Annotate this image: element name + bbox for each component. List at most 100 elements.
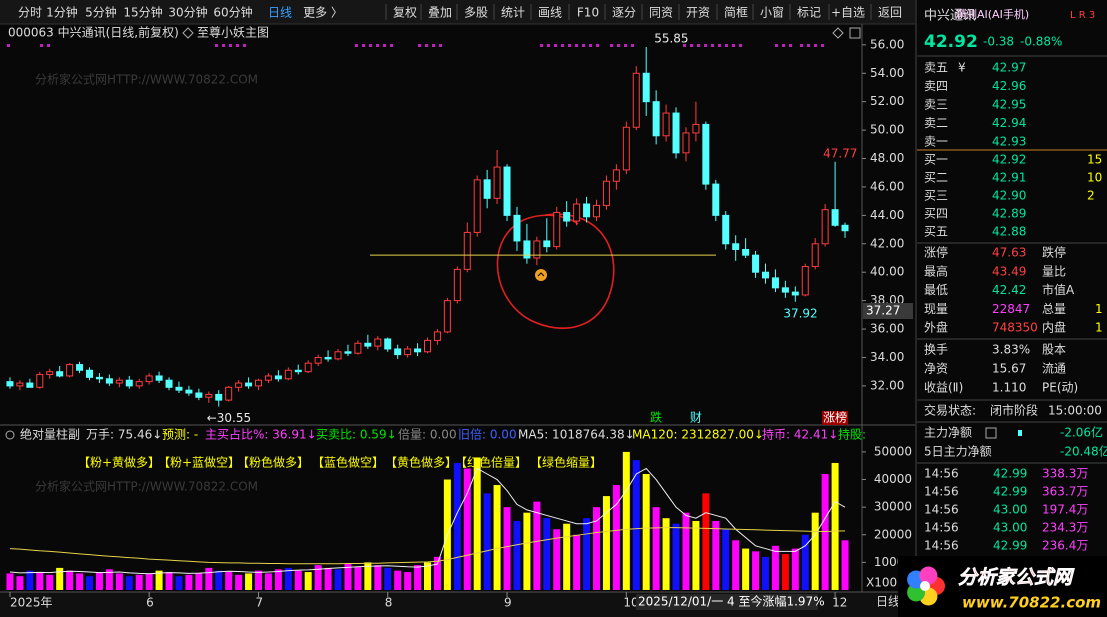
volume-bar <box>16 576 24 590</box>
last-price: 42.92 <box>924 32 978 52</box>
toolbar-button[interactable]: 15分钟 <box>123 5 162 20</box>
volume-bar <box>473 457 481 590</box>
volume-bar <box>284 567 292 590</box>
candle-body <box>56 371 64 377</box>
signal-dot <box>589 44 592 47</box>
price-annotation: 55.85 <box>654 31 688 45</box>
candle-body <box>781 287 789 293</box>
y-tick-label: 48.00 <box>870 151 904 165</box>
candle-body <box>831 209 839 226</box>
signal-dot <box>243 44 246 47</box>
signal-dot <box>222 44 225 47</box>
candle-body <box>483 179 491 199</box>
y-tick-label: 20000 <box>874 527 912 541</box>
volume-bar <box>354 566 362 590</box>
indicator-value: 倍量: 0.00 <box>398 427 457 442</box>
indicator-value: MA5: 1018764.38↓ <box>518 428 635 442</box>
signal-dot <box>800 44 803 47</box>
candle-body <box>264 375 272 381</box>
volume-bar <box>245 573 253 590</box>
toolbar-button[interactable]: 同资 <box>649 6 673 20</box>
volume-bar <box>652 507 660 590</box>
volume-bar <box>433 556 441 590</box>
y-tick-label: 40.00 <box>870 265 904 279</box>
volume-bar <box>215 570 223 590</box>
y-tick-label: 34.00 <box>870 350 904 364</box>
toolbar-button[interactable]: 返回 <box>878 6 902 20</box>
indicator-value: 预测: - <box>162 428 198 442</box>
volume-bar <box>771 545 779 590</box>
logo-name: 分析家公式网 <box>958 567 1075 589</box>
toolbar-button[interactable]: 逐分 <box>612 6 636 20</box>
toolbar-button[interactable]: 1分钟 <box>46 5 78 20</box>
indicator-value: 万手: 75.46↓ <box>86 428 162 442</box>
volume-bar <box>573 534 581 590</box>
candle-body <box>553 212 561 248</box>
volume-bar <box>344 563 352 590</box>
toolbar-button[interactable]: 分时 <box>18 6 42 20</box>
stat-label: 换手 <box>924 343 948 357</box>
y-tick-label: 42.00 <box>870 236 904 250</box>
volume-bar <box>513 520 521 590</box>
volume-bar <box>145 573 153 590</box>
candle-body <box>235 382 243 388</box>
candle-body <box>165 379 173 388</box>
cursor-date: 2025/12/01/一 4 至今涨幅1.97% <box>638 594 825 609</box>
toolbar-button[interactable]: +自选 <box>831 6 865 20</box>
volume-bar <box>593 507 600 590</box>
trade-amount: 363.7万 <box>1042 485 1088 499</box>
stat-label: 收益(Ⅱ) <box>924 381 963 395</box>
volume-bar <box>493 485 501 590</box>
indicator-value: 买卖比: 0.59↓ <box>316 428 397 442</box>
volume-bar <box>105 569 113 590</box>
volume-bar <box>732 540 740 590</box>
toolbar-button[interactable]: 小窗 <box>760 6 784 20</box>
toolbar-button[interactable]: F10 <box>577 6 599 20</box>
toolbar-button[interactable]: 多股 <box>464 6 488 20</box>
volume-bar <box>533 501 541 590</box>
toolbar-button[interactable]: 复权 <box>393 6 417 20</box>
candle-body <box>105 378 113 384</box>
stat-label: 涨停 <box>924 245 948 260</box>
toolbar-button[interactable]: 5分钟 <box>85 5 117 20</box>
signal-dot <box>789 44 792 47</box>
toolbar-button[interactable]: 日线 <box>268 6 292 20</box>
bid-label: 买三 <box>924 189 948 203</box>
indicator-value: 主买占比%: 36.91↓ <box>205 427 317 442</box>
toolbar-button[interactable]: 叠加 <box>428 6 452 20</box>
signal-dot <box>383 44 386 47</box>
stat-value: 22847 <box>992 302 1030 316</box>
price-annotation: ←30.55 <box>207 411 251 425</box>
candle-body <box>702 123 710 185</box>
toolbar-button[interactable]: 标记 <box>797 6 821 20</box>
toolbar-button[interactable]: 开资 <box>686 6 710 20</box>
signal-dot <box>697 44 700 47</box>
trade-price: 42.99 <box>993 467 1027 481</box>
signal-dot <box>631 44 634 47</box>
trade-amount: 236.4万 <box>1042 539 1088 553</box>
legend-item: 【红色倍量】 <box>455 455 527 470</box>
candle-body <box>791 291 799 296</box>
y-tick-label: 46.00 <box>870 179 904 193</box>
candle-body <box>692 123 700 134</box>
volume-bar <box>155 570 163 590</box>
toolbar-button[interactable]: 简框 <box>724 6 748 20</box>
toolbar-button[interactable]: 统计 <box>501 6 525 20</box>
volume-bar <box>384 567 392 590</box>
status-time: 15:00:00 <box>1048 404 1102 418</box>
toolbar-button[interactable]: 画线 <box>538 6 562 20</box>
signal-dot <box>711 44 714 47</box>
signal-dot <box>547 44 550 47</box>
signal-dot <box>690 44 693 47</box>
legend-item: 【粉+蓝做空】 <box>158 455 240 470</box>
toolbar-button[interactable]: 更多 〉 <box>303 6 343 20</box>
toolbar-button[interactable]: 60分钟 <box>213 5 252 20</box>
candle-body <box>6 381 14 387</box>
flags: L R 3 <box>1070 10 1095 21</box>
stat-label: 最高 <box>924 263 948 278</box>
volume-bar <box>553 529 561 590</box>
toolbar-button[interactable]: 30分钟 <box>168 5 207 20</box>
y-tick-label: 30000 <box>874 500 912 514</box>
candle-body <box>433 331 441 341</box>
flow-value: -20.48亿 <box>1060 444 1107 459</box>
